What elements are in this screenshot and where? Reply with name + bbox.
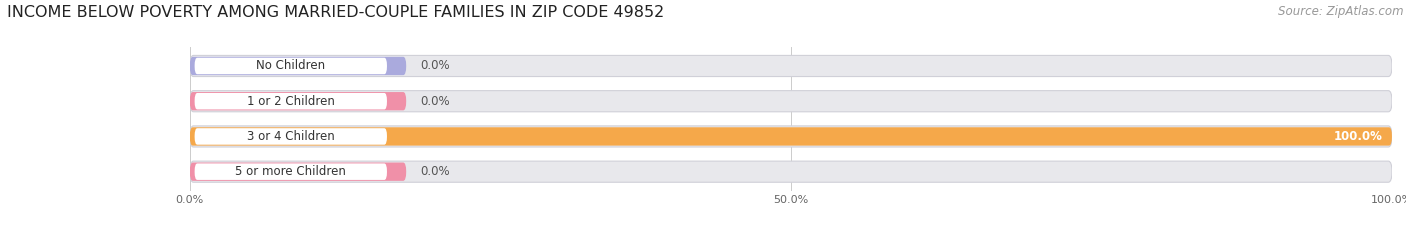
FancyBboxPatch shape [194,58,387,74]
FancyBboxPatch shape [190,57,406,75]
Text: INCOME BELOW POVERTY AMONG MARRIED-COUPLE FAMILIES IN ZIP CODE 49852: INCOME BELOW POVERTY AMONG MARRIED-COUPL… [7,5,664,20]
FancyBboxPatch shape [190,55,1392,77]
Text: No Children: No Children [256,59,325,72]
Text: 1 or 2 Children: 1 or 2 Children [247,95,335,108]
Text: 5 or more Children: 5 or more Children [235,165,346,178]
Text: 3 or 4 Children: 3 or 4 Children [247,130,335,143]
Text: 0.0%: 0.0% [420,59,450,72]
Text: 100.0%: 100.0% [1333,130,1382,143]
FancyBboxPatch shape [190,161,1392,182]
FancyBboxPatch shape [190,127,1392,146]
FancyBboxPatch shape [190,92,406,110]
Text: 0.0%: 0.0% [420,95,450,108]
Text: Source: ZipAtlas.com: Source: ZipAtlas.com [1278,5,1403,18]
FancyBboxPatch shape [190,126,1392,147]
FancyBboxPatch shape [190,163,406,181]
FancyBboxPatch shape [194,93,387,110]
Text: 0.0%: 0.0% [420,165,450,178]
FancyBboxPatch shape [194,163,387,180]
FancyBboxPatch shape [194,128,387,145]
FancyBboxPatch shape [190,91,1392,112]
